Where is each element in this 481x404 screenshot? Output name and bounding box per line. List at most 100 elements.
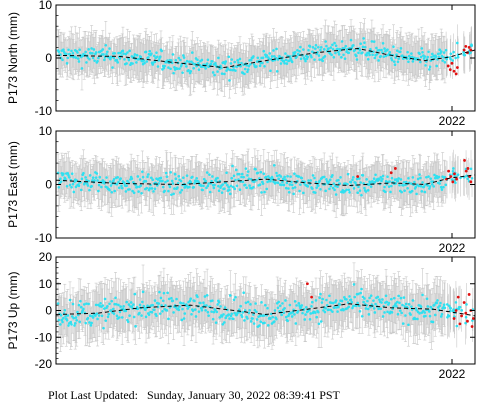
data-point xyxy=(365,178,368,181)
data-point xyxy=(217,184,220,188)
data-point xyxy=(427,187,431,190)
data-points xyxy=(56,37,474,82)
data-point xyxy=(440,188,444,191)
data-point xyxy=(248,184,251,187)
data-point xyxy=(192,185,196,189)
data-point xyxy=(249,62,252,66)
data-point xyxy=(229,184,233,188)
data-point xyxy=(327,180,330,184)
data-point xyxy=(233,187,237,191)
data-point xyxy=(410,189,414,193)
data-point xyxy=(258,183,262,186)
data-point xyxy=(372,40,376,43)
recent-data-point xyxy=(462,48,466,52)
data-point xyxy=(164,180,167,184)
data-point xyxy=(298,189,301,193)
data-point xyxy=(411,176,415,179)
data-point xyxy=(152,54,156,58)
data-point xyxy=(442,56,445,59)
data-point xyxy=(112,177,116,181)
data-point xyxy=(282,183,286,187)
data-point xyxy=(411,60,415,63)
data-point xyxy=(308,45,312,48)
data-point xyxy=(141,175,145,179)
data-point xyxy=(166,59,169,62)
data-point xyxy=(241,180,245,184)
data-point xyxy=(334,51,337,55)
data-point xyxy=(456,173,460,177)
recent-data-point xyxy=(446,64,450,68)
data-point xyxy=(234,168,238,172)
data-point xyxy=(169,67,172,71)
data-point xyxy=(151,63,155,66)
data-point xyxy=(299,45,302,49)
data-point xyxy=(265,54,269,57)
data-point xyxy=(334,184,337,188)
data-point xyxy=(164,171,168,175)
data-point xyxy=(192,67,196,70)
data-point xyxy=(424,175,428,179)
data-point xyxy=(132,191,136,195)
data-point xyxy=(187,181,190,185)
data-point xyxy=(329,46,333,49)
data-point xyxy=(146,173,150,176)
data-point xyxy=(243,183,247,187)
data-point xyxy=(379,55,383,58)
data-point xyxy=(163,189,166,193)
data-point xyxy=(321,59,324,63)
data-point xyxy=(90,184,93,188)
data-point xyxy=(111,66,114,69)
data-point xyxy=(125,184,128,188)
data-point xyxy=(293,172,296,176)
data-point xyxy=(344,44,348,48)
y-tick-label: 0 xyxy=(45,178,52,192)
y-tick-label: -10 xyxy=(35,104,53,118)
data-point xyxy=(410,182,413,185)
data-point xyxy=(223,72,226,76)
data-point xyxy=(95,172,99,175)
data-point xyxy=(373,56,377,60)
data-point xyxy=(354,54,358,58)
data-point xyxy=(185,174,189,177)
data-point xyxy=(66,171,70,175)
data-point xyxy=(410,52,413,55)
data-point xyxy=(322,48,326,51)
data-point xyxy=(332,55,336,59)
data-point xyxy=(98,175,102,179)
data-point xyxy=(355,177,359,181)
data-point xyxy=(226,67,230,71)
data-point xyxy=(265,187,269,191)
data-point xyxy=(135,185,139,189)
data-point xyxy=(436,52,440,56)
data-point xyxy=(400,190,403,194)
data-point xyxy=(91,56,95,60)
data-point xyxy=(343,57,347,60)
data-point xyxy=(360,51,364,54)
data-point xyxy=(319,48,322,52)
data-point xyxy=(339,176,342,179)
data-point xyxy=(245,63,248,67)
data-point xyxy=(266,60,269,64)
data-point xyxy=(246,68,250,71)
recent-data-point xyxy=(466,167,470,170)
data-point xyxy=(77,184,81,188)
data-point xyxy=(174,177,178,180)
data-point xyxy=(228,188,231,192)
data-point xyxy=(86,184,90,187)
data-point xyxy=(444,48,448,52)
data-point xyxy=(456,41,459,45)
data-point xyxy=(263,65,266,68)
data-point xyxy=(359,42,363,46)
data-point xyxy=(380,48,383,52)
data-point xyxy=(156,65,160,68)
data-point xyxy=(235,65,239,68)
data-point xyxy=(463,53,467,57)
data-point xyxy=(270,55,274,58)
data-point xyxy=(67,48,70,52)
data-point xyxy=(373,180,377,184)
data-point xyxy=(427,50,430,54)
data-point xyxy=(78,48,82,52)
data-point xyxy=(381,174,385,178)
data-point xyxy=(205,62,209,65)
y-tick-label: 0 xyxy=(45,51,52,65)
